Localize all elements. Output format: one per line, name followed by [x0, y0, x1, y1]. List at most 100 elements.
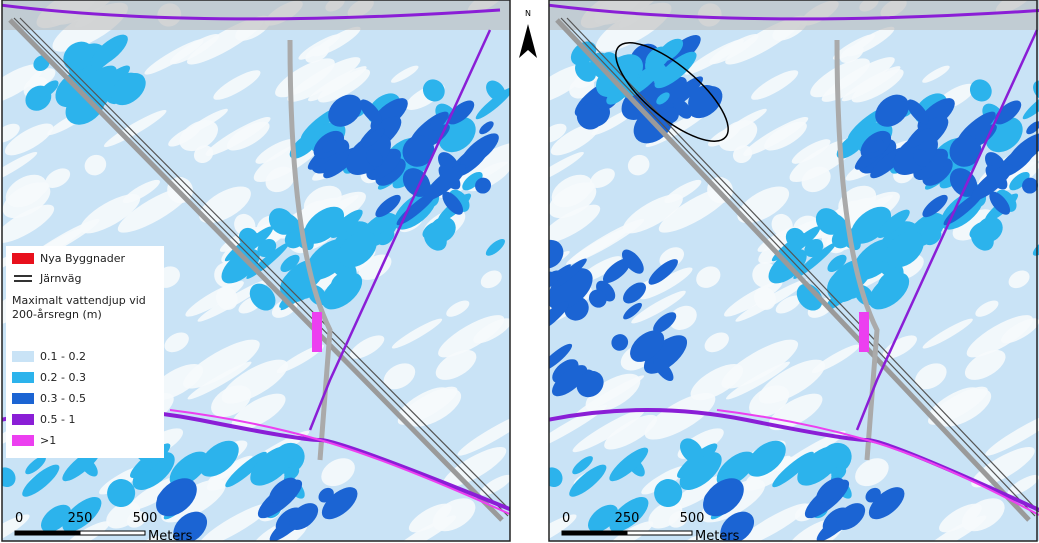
water-0203: [485, 238, 505, 256]
water-0305: [977, 117, 991, 131]
dry-area: [743, 116, 809, 156]
annotation-ellipse: [615, 42, 729, 142]
water-0305: [549, 264, 571, 299]
water-0203: [680, 438, 704, 464]
dry-area: [791, 139, 831, 164]
legend-swatch: [12, 372, 34, 383]
water-0305: [549, 343, 573, 372]
legend-item: 0.2 - 0.3: [12, 371, 86, 384]
water-0203: [338, 231, 377, 268]
dry-area: [144, 39, 204, 75]
dry-area: [183, 339, 260, 389]
scale-label: 500: [680, 511, 705, 526]
water-0305: [875, 94, 910, 127]
water-0203: [885, 231, 924, 268]
dry-area: [551, 174, 593, 208]
dry-area: [696, 266, 721, 288]
dry-area: [754, 286, 776, 310]
water-0203: [609, 497, 649, 532]
map-frame: [1, 0, 511, 542]
dry-area: [882, 335, 917, 359]
water-0305: [868, 487, 905, 520]
dry-area: [168, 125, 201, 147]
dry-area: [810, 58, 870, 98]
water-0305: [989, 191, 1011, 215]
dry-area: [2, 151, 38, 185]
water-0305: [623, 282, 647, 304]
dry-area: [737, 186, 790, 224]
water-0203: [63, 41, 94, 71]
dry-area: [775, 295, 801, 314]
dry-area: [985, 411, 1039, 456]
water-0203: [746, 440, 786, 477]
water-0203: [969, 79, 992, 102]
water-0203: [609, 447, 649, 482]
scale-segment: [561, 530, 628, 536]
legend-item: Järnväg: [12, 272, 82, 285]
legend-label: >1: [40, 434, 57, 447]
water-0305: [288, 503, 319, 530]
dry-area: [221, 359, 288, 404]
dry-area: [435, 349, 477, 380]
water-0203: [868, 272, 910, 310]
dry-area: [305, 45, 330, 63]
scale-label: 250: [615, 511, 640, 526]
water-0305: [912, 149, 930, 167]
legend-item: Nya Byggnader: [12, 252, 125, 265]
water-0203: [549, 467, 563, 488]
scale-label: 0: [562, 511, 570, 526]
water-0203: [225, 451, 267, 488]
railway: [13, 17, 509, 517]
water-0305: [424, 164, 466, 201]
water-0305: [703, 478, 744, 517]
dry-area: [549, 204, 601, 244]
scale-unit: Meters: [695, 529, 740, 543]
water-0305: [366, 148, 402, 181]
water-0305: [447, 100, 475, 125]
legend-swatch: [12, 393, 34, 404]
legend-item: 0.3 - 0.5: [12, 392, 86, 405]
water-0305: [475, 177, 492, 194]
dry-area: [644, 393, 716, 440]
dry-area: [321, 458, 355, 487]
dry-area: [141, 535, 161, 541]
water-0305: [621, 249, 644, 274]
road: [287, 39, 333, 461]
dry-area: [390, 65, 419, 83]
water-0203: [250, 445, 295, 486]
legend-swatch: [12, 435, 34, 446]
dry-area: [690, 363, 744, 401]
scale-label: 500: [133, 511, 158, 526]
water-0203: [970, 226, 994, 251]
water-0203: [656, 92, 670, 105]
dry-area: [164, 332, 189, 353]
water-0305: [362, 128, 385, 148]
legend-label: 0.2 - 0.3: [40, 371, 86, 384]
dry-area: [549, 123, 567, 143]
legend-swatch: [12, 351, 34, 362]
dry-area: [117, 186, 191, 233]
legend-item: 0.5 - 1: [12, 413, 75, 426]
water-0305: [479, 121, 494, 135]
dry-area: [199, 186, 251, 224]
legend: Nya Byggnader Järnväg Maximalt vattendju…: [6, 246, 164, 458]
water-0203: [475, 87, 510, 120]
water-0305: [906, 99, 930, 125]
dry-area: [855, 458, 889, 487]
legend-title: Maximalt vattendjup vid 200-årsregn (m): [12, 294, 146, 321]
dry-area: [187, 361, 252, 400]
dry-area: [549, 64, 590, 104]
dry-area: [975, 300, 999, 317]
water-0305: [359, 99, 383, 125]
scale-segment: [626, 530, 693, 536]
water-0203: [569, 464, 607, 497]
legend-label: 0.1 - 0.2: [40, 350, 86, 363]
dry-area: [103, 109, 167, 148]
water-0203: [796, 283, 823, 311]
dry-area: [751, 70, 799, 100]
dry-area: [45, 168, 71, 188]
dry-area: [758, 359, 826, 404]
dry-area: [84, 154, 107, 176]
north-arrow-shape: [519, 24, 537, 58]
